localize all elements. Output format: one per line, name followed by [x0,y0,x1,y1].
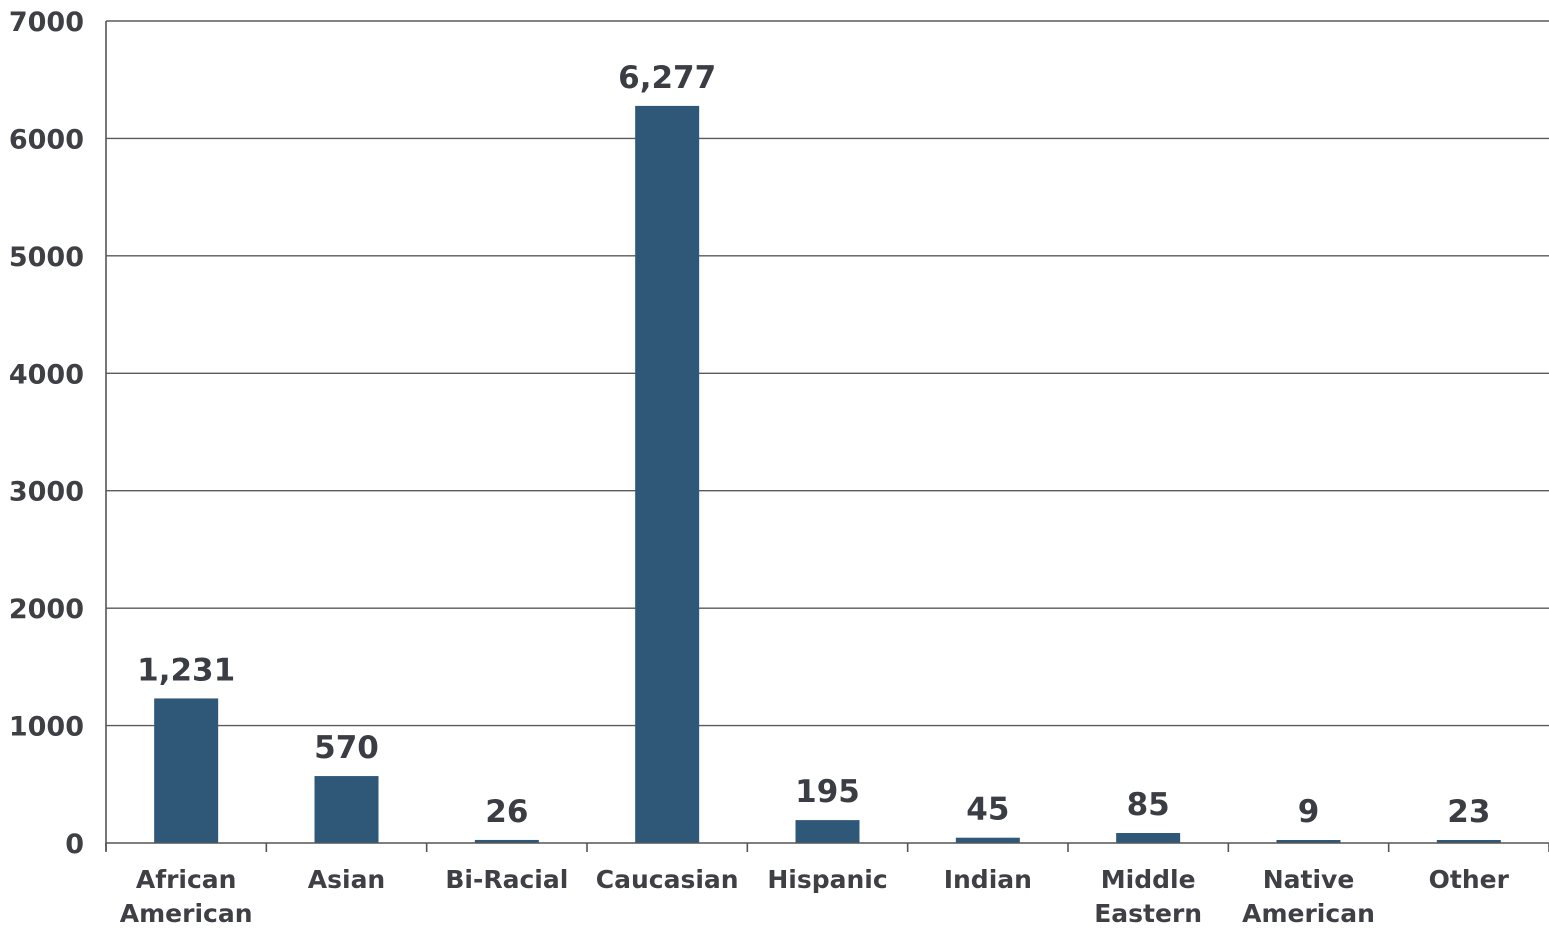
x-tick-label: American [120,899,253,928]
data-label: 6,277 [618,60,716,96]
x-tick-label: Indian [944,865,1032,894]
x-tick-label: Asian [308,865,385,894]
x-axis-ticks: African American Asian Bi-Racial Caucasian Hi… [120,865,1510,928]
axes [105,21,1549,852]
bar [795,820,860,843]
y-tick-label: 0 [65,829,84,860]
data-label: 23 [1447,794,1490,830]
bars [154,105,1501,843]
y-tick-label: 7000 [9,7,84,38]
bar [1436,840,1501,843]
y-tick-label: 3000 [9,477,84,508]
gridlines [106,20,1549,727]
y-axis-ticks: 0 1000 2000 3000 4000 5000 6000 7000 [9,7,84,860]
x-tick-label: American [1242,899,1375,928]
x-tick-label: Middle [1101,865,1196,894]
x-tick-label: Native [1263,865,1355,894]
x-tick-label: Caucasian [596,865,739,894]
x-tick-label: Hispanic [767,865,887,894]
x-tick-label: Bi-Racial [445,865,568,894]
y-tick-label: 2000 [9,594,84,625]
data-label: 1,231 [137,652,235,688]
data-labels: 1,231 570 26 6,277 195 45 85 9 23 [137,60,1490,830]
data-label: 9 [1298,794,1320,830]
x-tick-label: Eastern [1094,899,1202,928]
bar [314,776,379,843]
y-tick-label: 4000 [9,359,84,390]
y-tick-label: 6000 [9,124,84,155]
bar [154,698,219,843]
x-tick-label: African [136,865,237,894]
data-label: 26 [485,794,528,830]
data-label: 45 [966,792,1009,828]
data-label: 85 [1127,787,1170,823]
bar [635,105,700,843]
data-label: 570 [314,730,379,766]
y-tick-label: 1000 [9,712,84,743]
x-tick-label: Other [1429,865,1510,894]
data-label: 195 [795,774,860,810]
bar [1116,833,1181,843]
bar [1276,840,1341,843]
y-tick-label: 5000 [9,242,84,273]
bar [955,837,1020,843]
bar [474,839,539,843]
